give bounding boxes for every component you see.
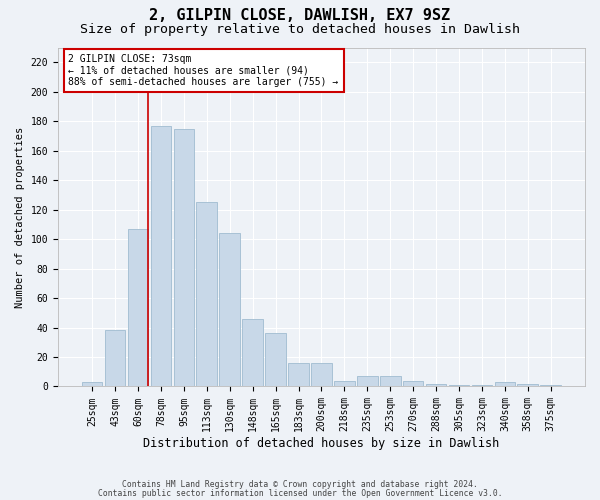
Bar bbox=[472, 385, 492, 386]
Bar bbox=[517, 384, 538, 386]
Bar bbox=[357, 376, 377, 386]
Bar bbox=[449, 385, 469, 386]
Bar bbox=[288, 363, 309, 386]
Bar bbox=[403, 380, 424, 386]
Text: 2 GILPIN CLOSE: 73sqm
← 11% of detached houses are smaller (94)
88% of semi-deta: 2 GILPIN CLOSE: 73sqm ← 11% of detached … bbox=[68, 54, 338, 88]
Bar bbox=[173, 128, 194, 386]
Text: 2, GILPIN CLOSE, DAWLISH, EX7 9SZ: 2, GILPIN CLOSE, DAWLISH, EX7 9SZ bbox=[149, 8, 451, 22]
Bar bbox=[380, 376, 401, 386]
Bar bbox=[220, 233, 240, 386]
Bar bbox=[196, 202, 217, 386]
Text: Contains HM Land Registry data © Crown copyright and database right 2024.: Contains HM Land Registry data © Crown c… bbox=[122, 480, 478, 489]
Bar bbox=[82, 382, 103, 386]
Bar bbox=[541, 385, 561, 386]
Bar bbox=[494, 382, 515, 386]
Bar bbox=[426, 384, 446, 386]
Bar bbox=[334, 380, 355, 386]
X-axis label: Distribution of detached houses by size in Dawlish: Distribution of detached houses by size … bbox=[143, 437, 500, 450]
Bar bbox=[105, 330, 125, 386]
Bar bbox=[128, 229, 148, 386]
Bar bbox=[242, 318, 263, 386]
Text: Contains public sector information licensed under the Open Government Licence v3: Contains public sector information licen… bbox=[98, 490, 502, 498]
Text: Size of property relative to detached houses in Dawlish: Size of property relative to detached ho… bbox=[80, 22, 520, 36]
Bar bbox=[151, 126, 171, 386]
Y-axis label: Number of detached properties: Number of detached properties bbox=[15, 126, 25, 308]
Bar bbox=[311, 363, 332, 386]
Bar bbox=[265, 334, 286, 386]
